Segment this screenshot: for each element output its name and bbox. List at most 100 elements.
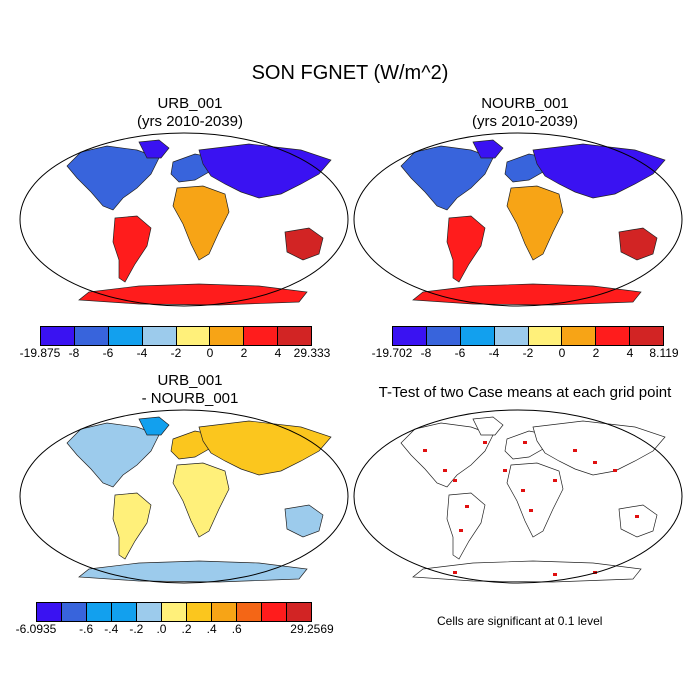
land-region: [412, 283, 642, 306]
diff-panel-title: URB_001 - NOURB_001: [30, 372, 350, 408]
land-region: [284, 504, 324, 538]
urb-colorbar-tick-label: 2: [240, 346, 248, 360]
nourb-title-line1: NOURB_001: [481, 95, 569, 112]
significant-cell: [523, 441, 527, 444]
land-region: [66, 422, 160, 488]
nourb-map-border: [353, 132, 683, 307]
urb-colorbar-tick-label: -4: [136, 346, 148, 360]
diff-colorbar-tick-label: -.6: [79, 622, 94, 636]
ttest-map-fill: [400, 416, 666, 583]
nourb-colorbar-segment: [596, 327, 631, 345]
land-region: [400, 145, 494, 211]
urb-colorbar-segment: [142, 327, 177, 345]
land-region: [112, 492, 152, 560]
significant-cell: [593, 461, 597, 464]
land-region: [532, 420, 666, 476]
ttest-map-border: [353, 409, 683, 584]
urb-colorbar-segment: [41, 327, 75, 345]
diff-colorbar-tick-label: -6.0935: [15, 622, 57, 636]
nourb-colorbar-tick-label: 8.119: [649, 346, 679, 360]
land-region: [446, 215, 486, 283]
nourb-colorbar-tick-label: -8: [420, 346, 432, 360]
significant-cell: [553, 573, 557, 576]
significant-cell: [453, 479, 457, 482]
land-region: [532, 143, 666, 199]
nourb-colorbar-segment: [393, 327, 427, 345]
diff-title-line1: URB_001: [157, 372, 223, 389]
land-region: [284, 227, 324, 261]
nourb-colorbar-segment: [562, 327, 597, 345]
nourb-colorbar-segment: [426, 327, 461, 345]
diff-map-fill: [66, 416, 332, 583]
diff-colorbar: [36, 602, 312, 622]
land-region: [412, 560, 642, 583]
significant-cell: [529, 509, 533, 512]
land-region: [198, 143, 332, 199]
urb-title-line1: URB_001: [157, 95, 223, 112]
land-region: [472, 416, 504, 436]
urb-colorbar-segment: [108, 327, 143, 345]
significant-cell: [453, 571, 457, 574]
nourb-colorbar-segment: [460, 327, 495, 345]
diff-map-border: [19, 409, 349, 584]
land-region: [618, 504, 658, 538]
urb-colorbar-tick-label: 0: [206, 346, 214, 360]
significant-cell: [423, 449, 427, 452]
diff-colorbar-segment: [212, 603, 237, 621]
land-region: [112, 215, 152, 283]
figure-title: SON FGNET (W/m^2): [251, 62, 449, 84]
land-region: [78, 560, 308, 583]
diff-colorbar-segment: [112, 603, 137, 621]
urb-colorbar-segment: [278, 327, 311, 345]
land-region: [172, 185, 230, 261]
urb-colorbar-tick-label: -2: [170, 346, 182, 360]
significant-cell: [483, 441, 487, 444]
urb-colorbar-segment: [176, 327, 211, 345]
nourb-colorbar-segment: [528, 327, 563, 345]
diff-colorbar-labels: -6.0935 -.6 -.4 -.2 .0 .2 .4 .6 29.2569: [16, 622, 334, 638]
diff-colorbar-tick-label: .6: [231, 622, 242, 636]
nourb-colorbar-segment: [494, 327, 529, 345]
nourb-colorbar-segment: [630, 327, 663, 345]
land-region: [400, 422, 494, 488]
urb-colorbar: [40, 326, 312, 346]
land-region: [138, 416, 170, 436]
urb-colorbar-tick-label: -19.875: [19, 346, 61, 360]
significant-cell: [443, 469, 447, 472]
land-region: [618, 227, 658, 261]
significant-cell: [613, 469, 617, 472]
diff-colorbar-segment: [237, 603, 262, 621]
land-region: [446, 492, 486, 560]
diff-title-line2: - NOURB_001: [141, 390, 239, 407]
significant-cell: [573, 449, 577, 452]
diff-colorbar-segment: [162, 603, 187, 621]
significant-cell: [465, 505, 469, 508]
urb-colorbar-labels: -19.875 -8 -6 -4 -2 0 2 4 29.333: [20, 346, 331, 362]
urb-title-line2: (yrs 2010-2039): [137, 113, 243, 130]
land-region: [506, 185, 564, 261]
land-region: [66, 145, 160, 211]
urb-colorbar-tick-label: 29.333: [293, 346, 331, 360]
diff-colorbar-tick-label: .0: [156, 622, 167, 636]
diff-colorbar-tick-label: .4: [206, 622, 217, 636]
urb-colorbar-segment: [244, 327, 279, 345]
diff-colorbar-tick-label: -.2: [129, 622, 144, 636]
diff-colorbar-segment: [262, 603, 287, 621]
nourb-panel-title: NOURB_001 (yrs 2010-2039): [365, 95, 685, 131]
land-region: [78, 283, 308, 306]
urb-colorbar-segment: [210, 327, 245, 345]
diff-colorbar-tick-label: .2: [181, 622, 192, 636]
land-region: [198, 420, 332, 476]
diff-colorbar-tick-label: 29.2569: [290, 622, 334, 636]
land-region: [472, 139, 504, 159]
significant-cell: [521, 489, 525, 492]
diff-colorbar-segment: [137, 603, 162, 621]
urb-panel-title: URB_001 (yrs 2010-2039): [30, 95, 350, 131]
ttest-panel-title: T-Test of two Case means at each grid po…: [378, 384, 672, 401]
diff-colorbar-segment: [37, 603, 62, 621]
land-region: [506, 462, 564, 538]
nourb-colorbar-tick-label: 4: [626, 346, 634, 360]
urb-map: [19, 132, 349, 307]
land-region: [138, 139, 170, 159]
nourb-colorbar: [392, 326, 664, 346]
